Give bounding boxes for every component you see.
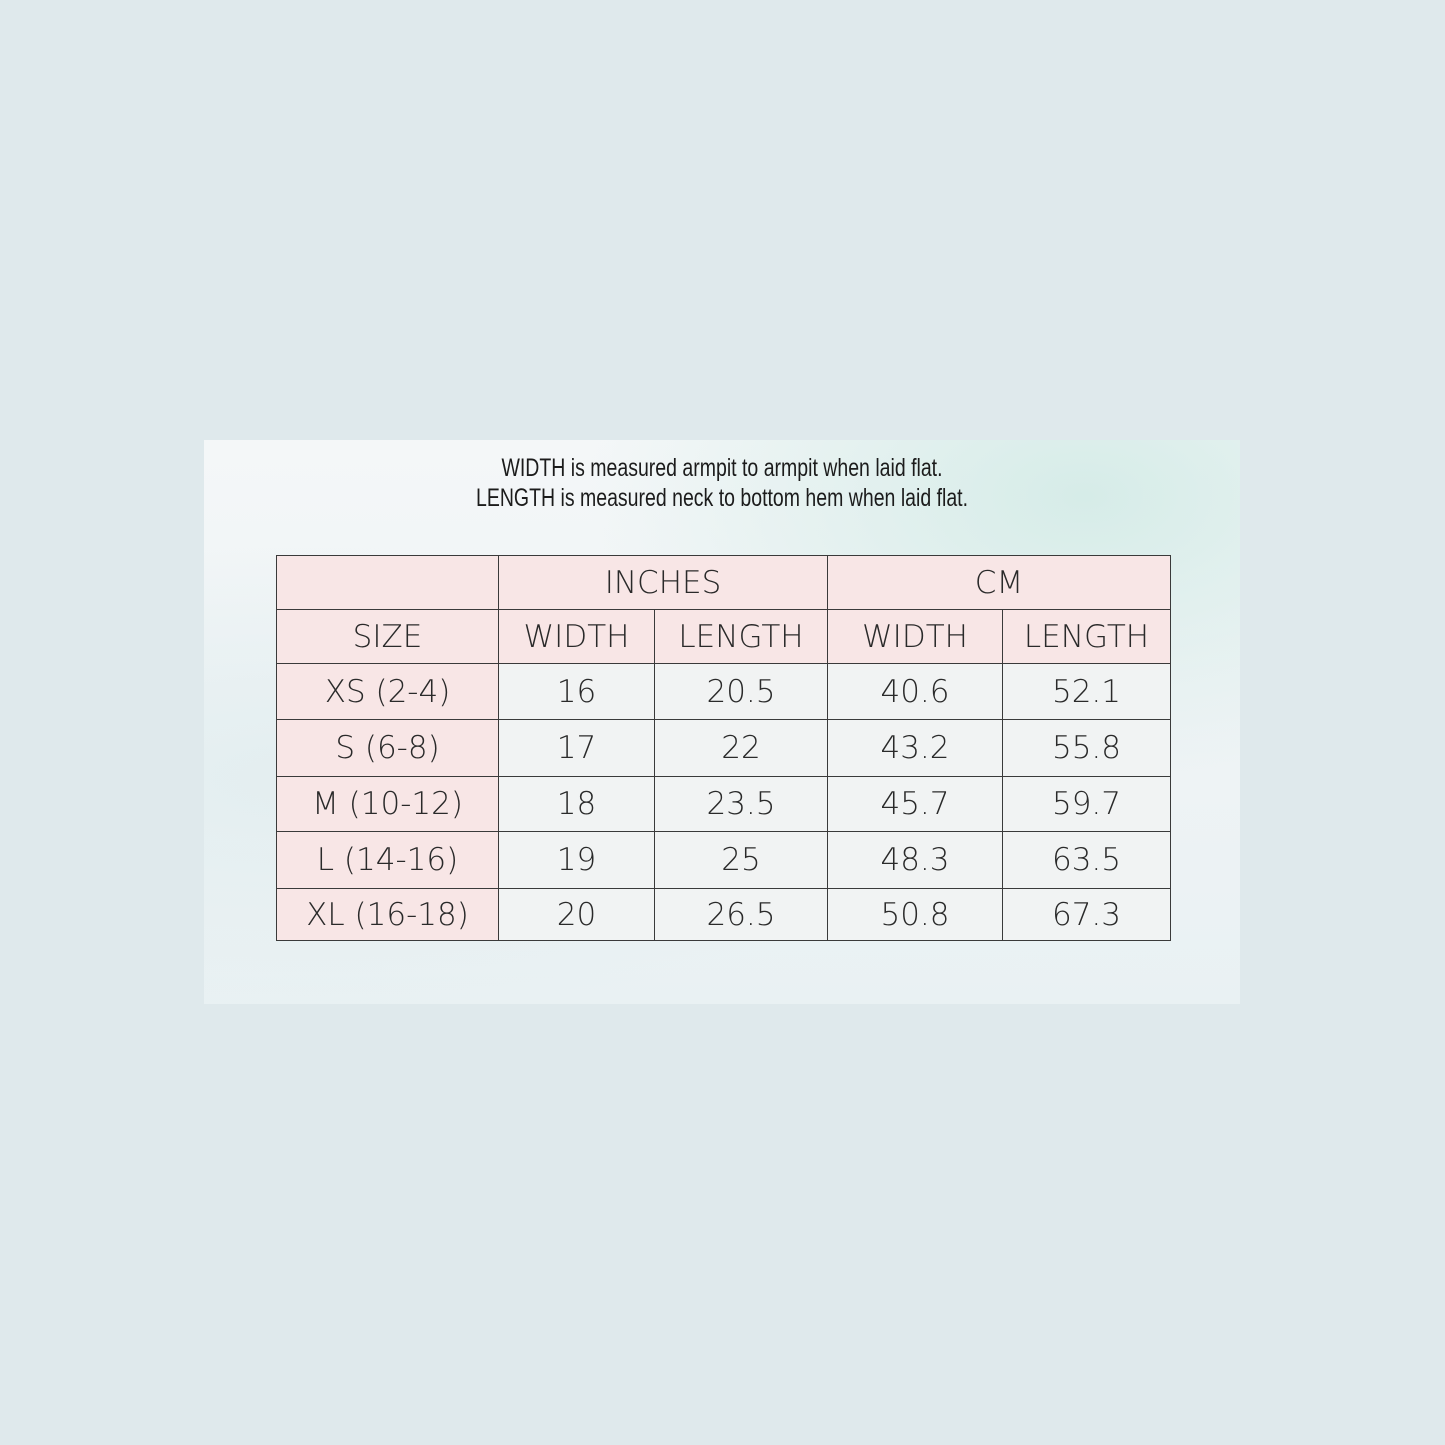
column-header-cm-length: LENGTH — [1002, 609, 1171, 664]
cell-size: L (14-16) — [276, 831, 499, 889]
cell-inches-length: 25 — [654, 831, 828, 889]
length-note: LENGTH is measured neck to bottom hem wh… — [475, 484, 969, 512]
cell-inches-width: 17 — [498, 719, 655, 777]
cell-cm-length: 67.3 — [1002, 888, 1171, 941]
cell-inches-width: 16 — [498, 663, 655, 720]
column-header-size: SIZE — [276, 609, 499, 664]
cell-size: XL (16-18) — [276, 888, 499, 941]
cell-inches-width: 20 — [498, 888, 655, 941]
cell-cm-length: 52.1 — [1002, 663, 1171, 720]
group-header-row: INCHES CM — [276, 555, 1171, 610]
cell-cm-length: 59.7 — [1002, 776, 1171, 832]
cell-size: S (6-8) — [276, 719, 499, 777]
cell-cm-length: 55.8 — [1002, 719, 1171, 777]
group-header-empty — [276, 555, 499, 610]
table-row: S (6-8) 17 22 43.2 55.8 — [276, 719, 1171, 777]
size-table: INCHES CM SIZE WIDTH LENGTH WIDTH LENGTH… — [276, 555, 1171, 941]
cell-inches-length: 22 — [654, 719, 828, 777]
cell-cm-width: 45.7 — [827, 776, 1003, 832]
group-header-inches: INCHES — [498, 555, 828, 610]
cell-cm-width: 43.2 — [827, 719, 1003, 777]
table-row: XS (2-4) 16 20.5 40.6 52.1 — [276, 663, 1171, 720]
cell-inches-width: 19 — [498, 831, 655, 889]
table-row: M (10-12) 18 23.5 45.7 59.7 — [276, 776, 1171, 832]
size-chart-panel: WIDTH is measured armpit to armpit when … — [204, 440, 1240, 1004]
cell-cm-width: 48.3 — [827, 831, 1003, 889]
column-header-inches-length: LENGTH — [654, 609, 828, 664]
cell-inches-length: 20.5 — [654, 663, 828, 720]
cell-inches-length: 23.5 — [654, 776, 828, 832]
cell-cm-width: 50.8 — [827, 888, 1003, 941]
table-row: L (14-16) 19 25 48.3 63.5 — [276, 831, 1171, 889]
cell-cm-length: 63.5 — [1002, 831, 1171, 889]
cell-inches-length: 26.5 — [654, 888, 828, 941]
column-header-cm-width: WIDTH — [827, 609, 1003, 664]
cell-inches-width: 18 — [498, 776, 655, 832]
width-note: WIDTH is measured armpit to armpit when … — [501, 454, 943, 482]
cell-size: M (10-12) — [276, 776, 499, 832]
cell-cm-width: 40.6 — [827, 663, 1003, 720]
group-header-cm: CM — [827, 555, 1171, 610]
column-header-row: SIZE WIDTH LENGTH WIDTH LENGTH — [276, 609, 1171, 664]
table-row: XL (16-18) 20 26.5 50.8 67.3 — [276, 888, 1171, 941]
column-header-inches-width: WIDTH — [498, 609, 655, 664]
cell-size: XS (2-4) — [276, 663, 499, 720]
